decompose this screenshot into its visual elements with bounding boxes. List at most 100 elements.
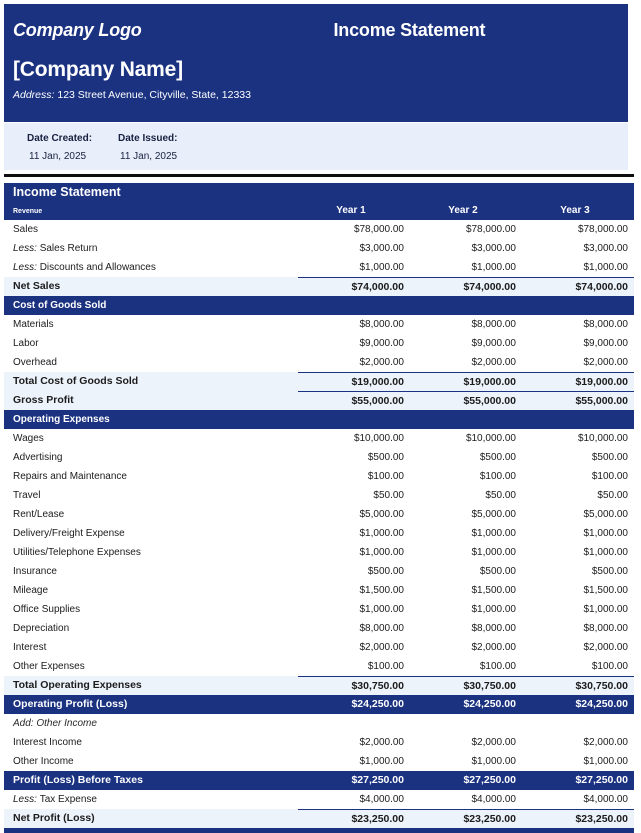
row-label: Total Operating Expenses <box>13 679 142 691</box>
row-value: $500.00 <box>591 566 628 577</box>
row-label: Mileage <box>13 585 49 596</box>
row-value: $9,000.00 <box>471 338 517 349</box>
row-values: $8,000.00 $8,000.00 $8,000.00 <box>298 315 634 334</box>
row-value: $1,000.00 <box>583 547 629 558</box>
row-values: $27,250.00 $27,250.00 $27,250.00 <box>298 771 634 790</box>
row-value: $78,000.00 <box>577 224 628 235</box>
company-address: Address: 123 Street Avenue, Cityville, S… <box>13 89 628 101</box>
row-values: $5,000.00 $5,000.00 $5,000.00 <box>298 505 634 524</box>
row-value: $10,000.00 <box>465 433 516 444</box>
row-label: Office Supplies <box>13 604 81 615</box>
row-value: $10,000.00 <box>353 433 404 444</box>
row-label: Delivery/Freight Expense <box>13 528 125 539</box>
company-name: [Company Name] <box>13 58 183 81</box>
row-value: $2,000.00 <box>583 737 629 748</box>
table-row: Overhead $2,000.00 $2,000.00 $2,000.00 <box>4 353 634 372</box>
row-value: $78,000.00 <box>353 224 404 235</box>
row-values: $1,000.00 $1,000.00 $1,000.00 <box>298 543 634 562</box>
table-row: Utilities/Telephone Expenses $1,000.00 $1,… <box>4 543 634 562</box>
table-row: Delivery/Freight Expense $1,000.00 $1,000.… <box>4 524 634 543</box>
row-value: $4,000.00 <box>583 794 629 805</box>
row-label: Sales <box>13 224 39 235</box>
table-row: Operating Profit (Loss) $24,250.00 $24,250… <box>4 695 634 714</box>
row-value: $1,000.00 <box>471 756 517 767</box>
row-values: $19,000.00 $19,000.00 $19,000.00 <box>298 372 634 391</box>
row-label: Rent/Lease <box>13 509 65 520</box>
row-value: $3,000.00 <box>583 243 629 254</box>
row-value: $23,250.00 <box>463 813 516 825</box>
row-value: $30,750.00 <box>575 680 628 692</box>
divider-rule <box>4 174 634 177</box>
header-year-3: Year 3 <box>560 205 590 216</box>
row-value: $2,000.00 <box>583 357 629 368</box>
row-label: Profit (Loss) Before Taxes <box>13 774 143 786</box>
row-label: Interest <box>13 642 47 653</box>
table-row: Cost of Goods Sold <box>4 296 634 315</box>
row-value: $1,000.00 <box>471 604 517 615</box>
row-value: $8,000.00 <box>471 623 517 634</box>
row-value: $19,000.00 <box>575 376 628 388</box>
table-row: Other Expenses $100.00 $100.00 $100.00 <box>4 657 634 676</box>
row-values: $78,000.00 $78,000.00 $78,000.00 <box>298 220 634 239</box>
row-value: $55,000.00 <box>351 395 404 407</box>
row-value: $23,250.00 <box>351 813 404 825</box>
row-value: $30,750.00 <box>351 680 404 692</box>
row-values: $100.00 $100.00 $100.00 <box>298 657 634 676</box>
row-values: $1,000.00 $1,000.00 $1,000.00 <box>298 600 634 619</box>
row-value: $100.00 <box>479 661 516 672</box>
row-value: $8,000.00 <box>359 623 405 634</box>
row-values: $2,000.00 $2,000.00 $2,000.00 <box>298 353 634 372</box>
row-value: $2,000.00 <box>359 737 405 748</box>
row-value: $2,000.00 <box>359 357 405 368</box>
row-value: $1,000.00 <box>583 756 629 767</box>
row-value: $2,000.00 <box>471 737 517 748</box>
year-headers: Year 1 Year 2 Year 3 <box>298 202 634 220</box>
row-value: $4,000.00 <box>359 794 405 805</box>
row-value: $500.00 <box>367 452 404 463</box>
row-value: $24,250.00 <box>351 698 404 710</box>
row-values: $30,750.00 $30,750.00 $30,750.00 <box>298 676 634 695</box>
row-value: $74,000.00 <box>351 281 404 293</box>
row-values: $2,000.00 $2,000.00 $2,000.00 <box>298 638 634 657</box>
date-issued-value: 11 Jan, 2025 <box>120 151 178 162</box>
row-value: $5,000.00 <box>471 509 517 520</box>
row-value: $1,500.00 <box>359 585 405 596</box>
row-values: $74,000.00 $74,000.00 $74,000.00 <box>298 277 634 296</box>
table-row: Wages $10,000.00 $10,000.00 $10,000.00 <box>4 429 634 448</box>
row-value: $500.00 <box>479 566 516 577</box>
row-value: $9,000.00 <box>583 338 629 349</box>
row-value: $100.00 <box>479 471 516 482</box>
company-logo: Company Logo <box>13 20 142 40</box>
table-row: Less: Tax Expense $4,000.00 $4,000.00 $4,00… <box>4 790 634 809</box>
table-row: Net Sales $74,000.00 $74,000.00 $74,000.00 <box>4 277 634 296</box>
row-values: $2,000.00 $2,000.00 $2,000.00 <box>298 733 634 752</box>
row-value: $8,000.00 <box>583 623 629 634</box>
row-label: Less: Discounts and Allowances <box>13 262 156 273</box>
row-value: $1,000.00 <box>359 528 405 539</box>
row-value: $3,000.00 <box>471 243 517 254</box>
row-label: Overhead <box>13 357 57 368</box>
address-value: 123 Street Avenue, Cityville, State, 123… <box>57 89 251 101</box>
row-label: Net Sales <box>13 280 61 292</box>
header-revenue: Revenue <box>13 208 43 215</box>
row-value: $500.00 <box>591 452 628 463</box>
table-row: Mileage $1,500.00 $1,500.00 $1,500.00 <box>4 581 634 600</box>
row-value: $1,000.00 <box>471 262 517 273</box>
row-values: $500.00 $500.00 $500.00 <box>298 562 634 581</box>
table-row: Total Cost of Goods Sold $19,000.00 $19,00… <box>4 372 634 391</box>
table-rows: Sales $78,000.00 $78,000.00 $78,000.00 Less:… <box>4 220 634 828</box>
row-value: $50.00 <box>373 490 404 501</box>
table-row: Office Supplies $1,000.00 $1,000.00 $1,000.… <box>4 600 634 619</box>
row-values: $1,000.00 $1,000.00 $1,000.00 <box>298 258 634 277</box>
row-values: $3,000.00 $3,000.00 $3,000.00 <box>298 239 634 258</box>
table-row: Labor $9,000.00 $9,000.00 $9,000.00 <box>4 334 634 353</box>
table-row: Travel $50.00 $50.00 $50.00 <box>4 486 634 505</box>
date-created-label: Date Created: <box>27 133 93 144</box>
table-row: Interest Income $2,000.00 $2,000.00 $2,000.… <box>4 733 634 752</box>
row-value: $27,250.00 <box>463 774 516 786</box>
table-header-row: Revenue Year 1 Year 2 Year 3 <box>4 202 634 220</box>
row-value: $5,000.00 <box>359 509 405 520</box>
row-value: $27,250.00 <box>575 774 628 786</box>
row-value: $24,250.00 <box>463 698 516 710</box>
